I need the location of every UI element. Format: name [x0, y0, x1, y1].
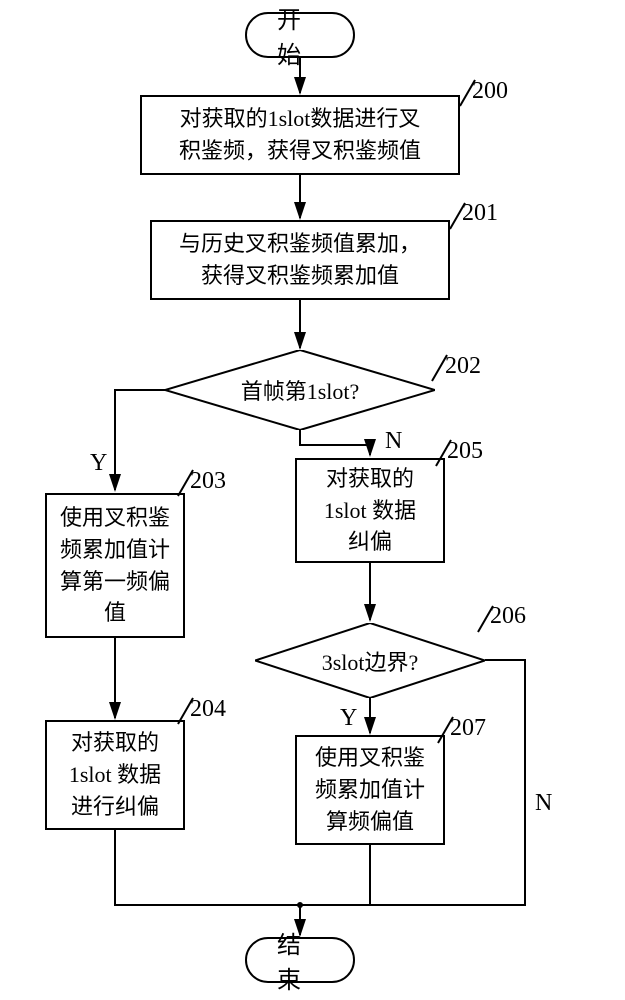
- process-203-label: 使用叉积鉴 频累加值计 算第一频偏 值: [60, 502, 170, 630]
- process-201: 与历史叉积鉴频值累加， 获得叉积鉴频累加值: [150, 220, 450, 300]
- decision-202: 首帧第1slot?: [165, 350, 435, 430]
- ref-203: 203: [190, 468, 226, 495]
- decision-206-label: 3slot边界?: [255, 645, 485, 677]
- process-204: 对获取的 1slot 数据 进行纠偏: [45, 720, 185, 830]
- start-label: 开始: [277, 0, 323, 70]
- edge-label-202-no: N: [385, 428, 402, 455]
- ref-202: 202: [445, 353, 481, 380]
- ref-201: 201: [462, 200, 498, 227]
- edge-label-206-yes: Y: [340, 705, 357, 732]
- end-terminal: 结束: [245, 937, 355, 983]
- ref-204: 204: [190, 696, 226, 723]
- process-200: 对获取的1slot数据进行叉 积鉴频，获得叉积鉴频值: [140, 95, 460, 175]
- edge-label-206-no: N: [535, 790, 552, 817]
- end-label: 结束: [277, 925, 323, 995]
- process-205-label: 对获取的 1slot 数据 纠偏: [324, 463, 416, 559]
- ref-200: 200: [472, 78, 508, 105]
- process-201-label: 与历史叉积鉴频值累加， 获得叉积鉴频累加值: [179, 228, 421, 292]
- decision-206: 3slot边界?: [255, 623, 485, 698]
- process-207-label: 使用叉积鉴 频累加值计 算频偏值: [315, 742, 425, 838]
- process-203: 使用叉积鉴 频累加值计 算第一频偏 值: [45, 493, 185, 638]
- ref-207: 207: [450, 715, 486, 742]
- decision-202-label: 首帧第1slot?: [165, 374, 435, 406]
- process-205: 对获取的 1slot 数据 纠偏: [295, 458, 445, 563]
- process-200-label: 对获取的1slot数据进行叉 积鉴频，获得叉积鉴频值: [179, 103, 421, 167]
- ref-206: 206: [490, 603, 526, 630]
- ref-205: 205: [447, 438, 483, 465]
- process-207: 使用叉积鉴 频累加值计 算频偏值: [295, 735, 445, 845]
- process-204-label: 对获取的 1slot 数据 进行纠偏: [69, 727, 161, 823]
- edge-label-202-yes: Y: [90, 450, 107, 477]
- start-terminal: 开始: [245, 12, 355, 58]
